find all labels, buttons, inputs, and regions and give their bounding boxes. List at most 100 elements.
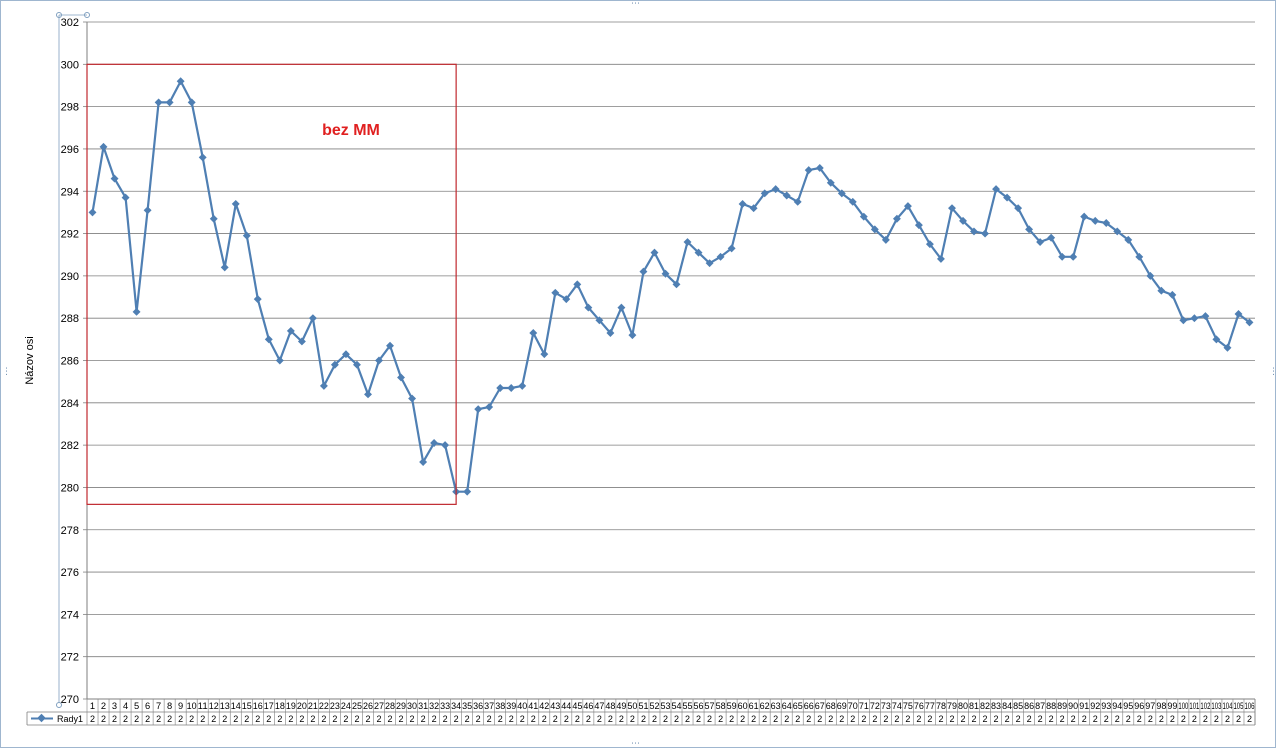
data-point[interactable] (330, 360, 339, 369)
data-point[interactable] (1190, 314, 1199, 323)
axis-selection-handle-icon[interactable] (56, 702, 62, 708)
data-point[interactable] (319, 381, 328, 390)
data-point[interactable] (870, 225, 879, 234)
data-point[interactable] (88, 208, 97, 217)
data-point[interactable] (815, 163, 824, 172)
x-category-label: 20 (297, 701, 307, 711)
data-table-value: 2 (564, 714, 569, 724)
data-point[interactable] (1124, 235, 1133, 244)
data-point[interactable] (496, 384, 505, 392)
data-point[interactable] (826, 178, 835, 187)
data-point[interactable] (220, 263, 229, 272)
data-table-value: 2 (1027, 714, 1032, 724)
data-point[interactable] (419, 458, 428, 467)
data-point[interactable] (1157, 286, 1166, 295)
data-point[interactable] (342, 350, 350, 359)
data-point[interactable] (771, 185, 780, 194)
data-point[interactable] (198, 153, 207, 162)
data-point[interactable] (430, 439, 439, 447)
data-point[interactable] (1080, 212, 1089, 221)
data-point[interactable] (507, 384, 516, 392)
data-point[interactable] (562, 295, 571, 304)
data-point[interactable] (1036, 238, 1045, 247)
data-point[interactable] (573, 280, 582, 289)
top-resize-handle-icon[interactable]: ⋯ (631, 0, 640, 9)
data-point[interactable] (639, 267, 648, 276)
data-point[interactable] (617, 303, 626, 312)
data-table-value: 2 (520, 714, 525, 724)
data-point[interactable] (683, 238, 692, 246)
data-point[interactable] (474, 405, 483, 414)
data-point[interactable] (1091, 216, 1100, 225)
data-point[interactable] (408, 394, 417, 403)
data-point[interactable] (286, 326, 295, 335)
data-point[interactable] (529, 329, 538, 337)
data-point[interactable] (187, 98, 196, 107)
data-point[interactable] (275, 356, 284, 365)
data-point[interactable] (914, 221, 923, 230)
data-point[interactable] (1069, 252, 1078, 261)
data-point[interactable] (297, 337, 306, 346)
data-point[interactable] (970, 227, 978, 236)
data-point[interactable] (264, 335, 273, 344)
data-point[interactable] (1168, 290, 1177, 299)
data-point[interactable] (727, 244, 736, 253)
data-point[interactable] (253, 295, 262, 304)
data-table-value: 2 (641, 714, 646, 724)
data-point[interactable] (540, 350, 549, 359)
data-point[interactable] (397, 373, 405, 382)
data-table-value: 2 (498, 714, 503, 724)
data-point[interactable] (694, 248, 703, 257)
annotation-box[interactable] (86, 63, 457, 505)
data-point[interactable] (738, 199, 747, 208)
data-point[interactable] (606, 329, 615, 337)
data-point[interactable] (99, 142, 108, 151)
data-point[interactable] (154, 98, 163, 107)
data-point[interactable] (110, 174, 119, 183)
data-point[interactable] (760, 189, 769, 198)
data-point[interactable] (143, 206, 152, 215)
data-point[interactable] (672, 280, 681, 289)
data-point[interactable] (1058, 252, 1067, 261)
data-point[interactable] (176, 77, 185, 86)
left-resize-handle-icon[interactable]: ⋮ (2, 367, 11, 377)
x-category-label: 73 (881, 701, 891, 711)
data-point[interactable] (209, 214, 218, 223)
data-table-value: 2 (542, 714, 547, 724)
data-point[interactable] (716, 252, 725, 261)
data-table-value: 2 (685, 714, 690, 724)
data-point[interactable] (628, 331, 637, 340)
data-point[interactable] (352, 360, 361, 369)
bottom-resize-handle-icon[interactable]: ⋯ (631, 739, 640, 749)
data-point[interactable] (518, 381, 527, 390)
data-point[interactable] (242, 231, 251, 240)
data-point[interactable] (881, 235, 890, 244)
data-point[interactable] (132, 307, 141, 316)
data-point[interactable] (463, 487, 472, 496)
annotation-label[interactable]: bez MM (322, 122, 380, 139)
data-table-value: 2 (531, 714, 536, 724)
data-point[interactable] (948, 204, 956, 213)
data-point[interactable] (231, 199, 240, 208)
x-category-label: 75 (903, 701, 913, 711)
data-point[interactable] (782, 191, 791, 200)
x-category-label: 55 (683, 701, 693, 711)
data-point[interactable] (1179, 316, 1188, 325)
data-point[interactable] (364, 390, 372, 399)
right-resize-handle-icon[interactable]: ⋮ (1269, 367, 1276, 377)
data-table-value: 2 (994, 714, 999, 724)
data-point[interactable] (749, 204, 758, 213)
data-point[interactable] (1201, 312, 1210, 321)
data-point[interactable] (925, 240, 934, 249)
data-point[interactable] (892, 214, 901, 223)
data-point[interactable] (837, 189, 846, 198)
data-point[interactable] (308, 314, 317, 323)
x-category-label: 94 (1112, 701, 1122, 711)
data-point[interactable] (165, 98, 174, 107)
data-point[interactable] (441, 441, 450, 450)
data-point[interactable] (981, 229, 990, 238)
data-point[interactable] (804, 166, 813, 175)
data-point[interactable] (375, 356, 383, 365)
x-category-label: 72 (870, 701, 880, 711)
